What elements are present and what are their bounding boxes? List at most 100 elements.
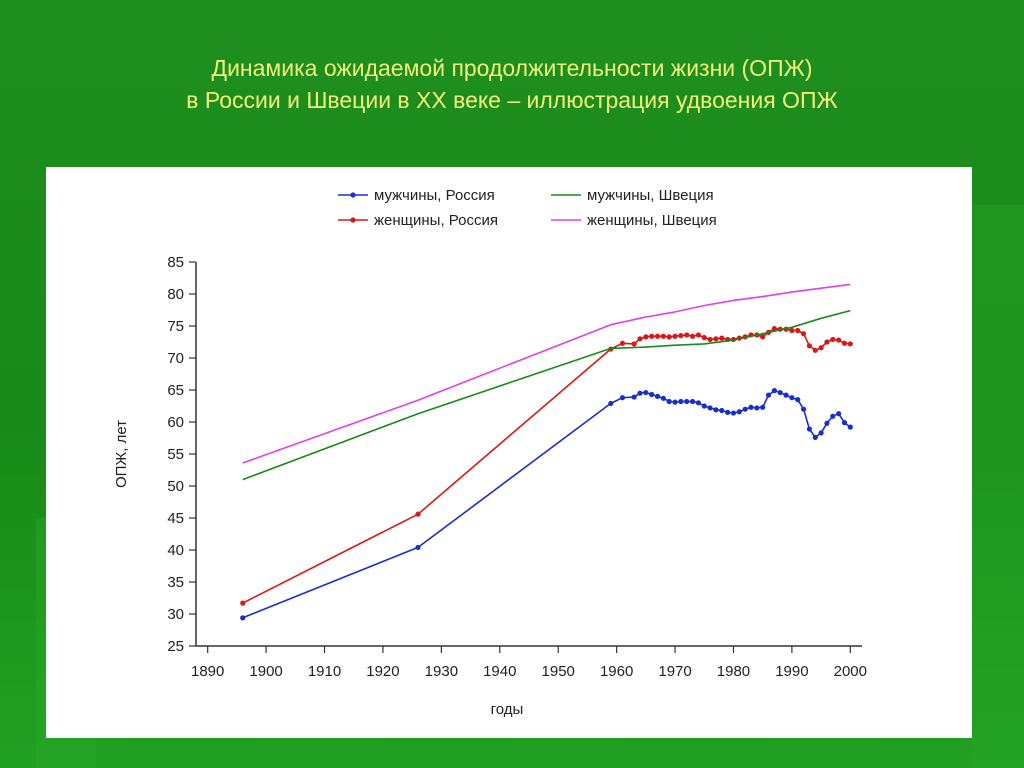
y-ticks: 25 30 35 40 45 50 55 60 65 70 75 80 85: [167, 254, 196, 655]
x-tick-label: 2000: [834, 663, 867, 680]
data-point: [824, 420, 830, 426]
slide-title: Динамика ожидаемой продолжительности жиз…: [0, 52, 1024, 116]
data-point: [836, 411, 842, 417]
data-point: [631, 341, 637, 347]
series-line: [242, 309, 851, 481]
data-point: [701, 334, 707, 341]
data-point: [643, 334, 649, 340]
data-point: [719, 407, 725, 414]
x-tick-label: 1910: [308, 663, 341, 680]
y-tick-label: 55: [167, 446, 184, 463]
data-point: [678, 333, 684, 339]
y-tick-label: 50: [167, 478, 184, 495]
data-point: [619, 340, 626, 346]
data-point: [830, 413, 836, 419]
legend-label: женщины, Россия: [374, 212, 498, 229]
series-line: [242, 389, 851, 619]
x-tick-label: 1990: [775, 663, 808, 680]
series-line: [242, 283, 851, 464]
data-point: [783, 392, 789, 398]
data-point: [806, 426, 813, 432]
y-tick-label: 25: [167, 638, 184, 655]
series-layer: [240, 283, 853, 621]
data-point: [415, 511, 421, 517]
data-point: [777, 389, 783, 396]
x-tick-label: 1920: [366, 663, 399, 680]
data-point: [736, 409, 742, 415]
data-point: [689, 398, 696, 405]
y-tick-label: 30: [167, 606, 184, 623]
data-point: [654, 393, 661, 399]
legend-label: мужчины, Россия: [374, 187, 495, 204]
data-point: [695, 332, 702, 338]
y-tick-label: 70: [167, 350, 184, 367]
data-point: [795, 327, 801, 334]
data-point: [806, 343, 813, 349]
data-point: [847, 424, 853, 430]
data-point: [754, 405, 760, 411]
y-tick-label: 35: [167, 574, 184, 591]
series-женщины-швеция: [242, 283, 851, 464]
data-point: [789, 395, 795, 401]
data-point: [824, 339, 830, 345]
y-tick-label: 45: [167, 510, 184, 527]
data-point: [836, 337, 842, 343]
life-expectancy-chart: мужчины, Россия женщины, Россия мужчины, Ш…: [113, 187, 867, 718]
x-tick-label: 1960: [600, 663, 633, 680]
data-point: [631, 394, 637, 400]
data-point: [608, 400, 614, 407]
chart-legend: мужчины, Россия женщины, Россия мужчины, Ш…: [338, 187, 717, 229]
data-point: [742, 406, 748, 412]
y-tick-label: 60: [167, 414, 184, 431]
data-point: [765, 392, 772, 398]
data-point: [841, 340, 848, 346]
data-point: [654, 333, 661, 339]
y-tick-label: 40: [167, 542, 184, 559]
legend-item: женщины, Швеция: [551, 212, 717, 229]
x-ticks: 1890 1900 1910 1920 1930 1940 1950 1960 1970 1980…: [191, 646, 867, 680]
data-point: [678, 398, 684, 405]
slide-title-line1: Динамика ожидаемой продолжительности жиз…: [211, 55, 813, 81]
data-point: [666, 398, 672, 405]
data-point: [649, 391, 655, 398]
slide-title-line2: в России и Швеции в XX веке – иллюстраци…: [186, 87, 838, 113]
data-point: [660, 333, 666, 339]
x-tick-label: 1900: [249, 663, 282, 680]
x-axis-title: годы: [491, 701, 524, 718]
data-point: [771, 325, 777, 332]
data-point: [637, 390, 643, 396]
y-tick-label: 85: [167, 254, 184, 271]
x-tick-label: 1980: [717, 663, 750, 680]
data-point: [707, 336, 713, 343]
series-мужчины-швеция: [242, 309, 851, 481]
data-point: [240, 600, 246, 606]
data-point: [818, 345, 824, 351]
data-point: [649, 333, 655, 339]
data-point: [812, 434, 818, 440]
data-point: [672, 399, 678, 405]
data-point: [771, 388, 777, 394]
data-point: [660, 395, 666, 401]
series-мужчины-россия: [240, 388, 853, 621]
data-point: [701, 403, 707, 409]
background-panel-right: [972, 205, 1024, 768]
data-point: [847, 341, 853, 347]
data-point: [689, 333, 696, 339]
chart-axes: [195, 262, 862, 647]
legend-label: мужчины, Швеция: [587, 187, 714, 204]
x-tick-label: 1950: [542, 663, 575, 680]
legend-item: женщины, Россия: [338, 212, 498, 229]
data-point: [713, 336, 719, 342]
data-point: [818, 430, 824, 436]
legend-marker: [350, 192, 356, 198]
data-point: [760, 334, 766, 340]
y-tick-label: 65: [167, 382, 184, 399]
data-point: [619, 395, 626, 401]
data-point: [830, 336, 836, 343]
data-point: [760, 404, 766, 410]
data-point: [812, 347, 818, 353]
legend-marker: [350, 217, 356, 223]
data-point: [800, 406, 807, 412]
data-point: [719, 335, 725, 341]
legend-item: мужчины, Россия: [338, 187, 495, 204]
